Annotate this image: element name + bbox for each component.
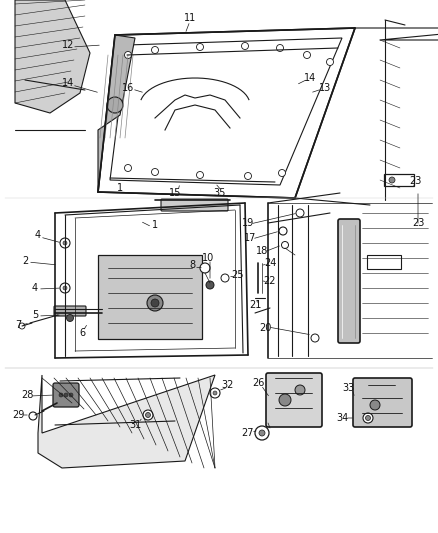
FancyBboxPatch shape: [338, 219, 360, 343]
Text: 25: 25: [232, 270, 244, 280]
Circle shape: [389, 177, 395, 183]
Circle shape: [255, 426, 269, 440]
Text: 18: 18: [256, 246, 268, 256]
Circle shape: [295, 385, 305, 395]
Text: 10: 10: [202, 253, 214, 263]
Text: 29: 29: [12, 410, 24, 420]
Circle shape: [279, 394, 291, 406]
Circle shape: [326, 59, 333, 66]
Text: 27: 27: [242, 428, 254, 438]
Text: 4: 4: [32, 283, 38, 293]
Text: 33: 33: [342, 383, 354, 393]
Circle shape: [304, 52, 311, 59]
Circle shape: [276, 44, 283, 52]
Circle shape: [197, 44, 204, 51]
Circle shape: [145, 413, 151, 417]
Circle shape: [311, 334, 319, 342]
Text: 28: 28: [21, 390, 33, 400]
Circle shape: [210, 388, 220, 398]
Circle shape: [213, 391, 217, 395]
Circle shape: [206, 281, 214, 289]
Circle shape: [107, 97, 123, 113]
FancyBboxPatch shape: [266, 373, 322, 427]
Circle shape: [259, 430, 265, 436]
Text: 20: 20: [259, 323, 271, 333]
Text: 4: 4: [35, 230, 41, 240]
Polygon shape: [15, 0, 90, 113]
Text: 14: 14: [62, 78, 74, 88]
Text: 22: 22: [264, 276, 276, 286]
Text: 21: 21: [249, 300, 261, 310]
Circle shape: [363, 413, 373, 423]
Circle shape: [63, 286, 67, 290]
Text: 1: 1: [117, 183, 123, 193]
Circle shape: [19, 323, 25, 329]
FancyBboxPatch shape: [353, 378, 412, 427]
Circle shape: [124, 52, 131, 59]
Circle shape: [63, 241, 67, 245]
Circle shape: [64, 393, 68, 397]
Circle shape: [152, 168, 159, 175]
Circle shape: [151, 299, 159, 307]
Text: 6: 6: [79, 328, 85, 338]
Circle shape: [365, 416, 371, 421]
Circle shape: [69, 393, 73, 397]
Text: 26: 26: [252, 378, 264, 388]
Text: 34: 34: [336, 413, 348, 423]
Polygon shape: [38, 375, 215, 468]
Text: 11: 11: [184, 13, 196, 23]
Circle shape: [152, 46, 159, 53]
Text: 24: 24: [264, 258, 276, 268]
FancyBboxPatch shape: [384, 174, 414, 186]
Polygon shape: [98, 35, 135, 192]
Text: 23: 23: [412, 218, 424, 228]
Text: 16: 16: [122, 83, 134, 93]
Text: 19: 19: [242, 218, 254, 228]
Text: 15: 15: [169, 188, 181, 198]
Text: 12: 12: [62, 40, 74, 50]
Circle shape: [29, 412, 37, 420]
Text: 1: 1: [152, 220, 158, 230]
Circle shape: [60, 283, 70, 293]
Circle shape: [143, 410, 153, 420]
FancyBboxPatch shape: [98, 255, 202, 339]
Circle shape: [124, 165, 131, 172]
Text: 14: 14: [304, 73, 316, 83]
FancyBboxPatch shape: [53, 383, 79, 407]
Circle shape: [147, 295, 163, 311]
Circle shape: [370, 400, 380, 410]
Text: 7: 7: [15, 320, 21, 330]
Circle shape: [244, 173, 251, 180]
Circle shape: [200, 263, 210, 273]
Text: 31: 31: [129, 420, 141, 430]
Circle shape: [296, 209, 304, 217]
Text: 17: 17: [244, 233, 256, 243]
Circle shape: [67, 314, 74, 321]
FancyBboxPatch shape: [161, 199, 228, 211]
Text: 5: 5: [32, 310, 38, 320]
Circle shape: [241, 43, 248, 50]
Text: 35: 35: [214, 188, 226, 198]
Text: 2: 2: [22, 256, 28, 266]
FancyBboxPatch shape: [54, 306, 86, 316]
Circle shape: [279, 169, 286, 176]
Text: 13: 13: [319, 83, 331, 93]
Text: 32: 32: [222, 380, 234, 390]
Circle shape: [59, 393, 63, 397]
FancyBboxPatch shape: [367, 255, 401, 269]
Circle shape: [197, 172, 204, 179]
Text: 23: 23: [409, 176, 421, 186]
Circle shape: [221, 274, 229, 282]
Circle shape: [282, 241, 289, 248]
Circle shape: [60, 238, 70, 248]
Text: 8: 8: [189, 260, 195, 270]
